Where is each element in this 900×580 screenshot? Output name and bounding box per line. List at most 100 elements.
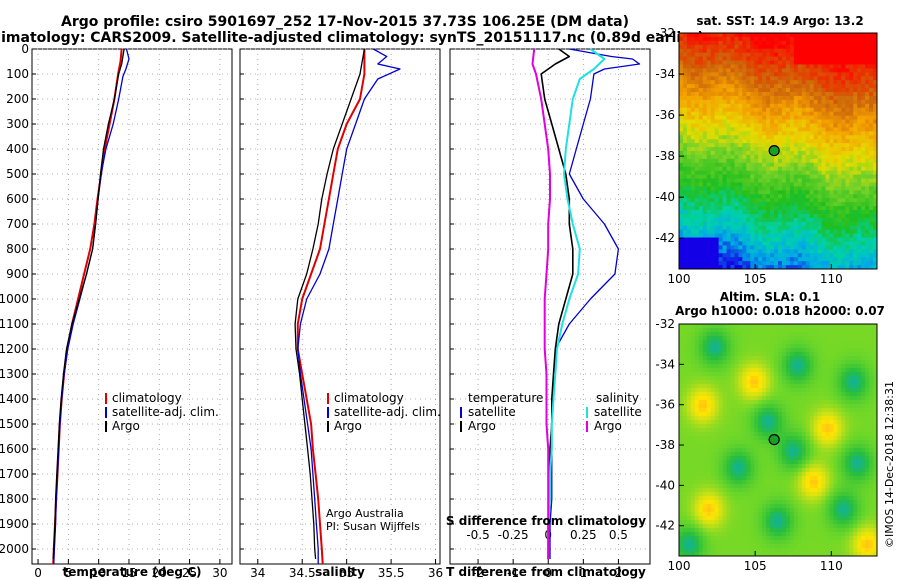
map-cell bbox=[789, 60, 795, 65]
map-cell bbox=[686, 380, 692, 385]
map-cell bbox=[750, 237, 755, 242]
map-cell bbox=[694, 356, 700, 361]
map-cell bbox=[758, 233, 763, 238]
map-cell bbox=[734, 52, 739, 57]
map-cell bbox=[774, 229, 779, 234]
map-cell bbox=[861, 174, 866, 179]
map-cell bbox=[845, 448, 850, 453]
map-cell bbox=[797, 388, 803, 393]
map-cell bbox=[809, 241, 815, 246]
map-cell bbox=[679, 420, 684, 425]
map-cell bbox=[770, 416, 775, 421]
map-cell bbox=[686, 444, 692, 449]
map-cell bbox=[837, 84, 842, 89]
map-cell bbox=[849, 162, 854, 168]
map-cell bbox=[797, 328, 803, 333]
map-cell bbox=[742, 360, 747, 365]
map-cell bbox=[722, 452, 727, 457]
map-cell bbox=[849, 36, 854, 42]
map-cell bbox=[778, 166, 783, 172]
map-cell bbox=[801, 99, 807, 105]
map-cell bbox=[793, 80, 799, 85]
map-cell bbox=[730, 348, 735, 353]
map-cell bbox=[762, 48, 767, 54]
map-cell bbox=[742, 217, 747, 223]
map-cell bbox=[730, 368, 735, 373]
map-cell bbox=[774, 139, 779, 144]
map-cell bbox=[809, 229, 815, 234]
map-cell bbox=[778, 241, 783, 246]
map-cell bbox=[690, 123, 696, 128]
map-cell bbox=[778, 229, 783, 234]
map-cell bbox=[762, 131, 767, 136]
difference-sub-xlabel: S difference from climatology bbox=[446, 514, 646, 528]
map-cell bbox=[754, 428, 759, 433]
map-cell bbox=[797, 261, 803, 266]
map-cell bbox=[694, 344, 700, 349]
map-cell bbox=[726, 360, 731, 365]
map-cell bbox=[710, 206, 716, 211]
map-cell bbox=[793, 237, 799, 242]
map-cell bbox=[801, 44, 807, 50]
map-cell bbox=[793, 352, 799, 357]
map-cell bbox=[833, 64, 838, 69]
map-cell bbox=[682, 182, 688, 187]
map-cell bbox=[825, 143, 830, 148]
map-cell bbox=[730, 356, 735, 361]
map-cell bbox=[861, 448, 866, 453]
map-cell bbox=[690, 456, 696, 461]
map-cell bbox=[841, 380, 846, 385]
map-cell bbox=[817, 178, 822, 183]
map-cell bbox=[706, 210, 712, 215]
map-cell bbox=[750, 68, 755, 73]
map-cell bbox=[813, 217, 818, 223]
map-cell bbox=[774, 396, 779, 401]
map-cell bbox=[849, 261, 854, 266]
map-cell bbox=[694, 360, 700, 365]
map-cell bbox=[706, 178, 712, 183]
map-cell bbox=[714, 210, 719, 215]
map-cell bbox=[813, 107, 818, 113]
map-cell bbox=[801, 456, 807, 461]
map-cell bbox=[702, 225, 708, 231]
map-cell bbox=[714, 135, 719, 140]
map-cell bbox=[778, 392, 783, 397]
map-cell bbox=[778, 158, 783, 164]
map-cell bbox=[805, 80, 811, 85]
map-cell bbox=[869, 432, 874, 437]
map-cell bbox=[694, 56, 700, 61]
map-cell bbox=[718, 356, 723, 361]
map-cell bbox=[706, 139, 712, 144]
map-cell bbox=[841, 190, 846, 195]
map-cell bbox=[738, 213, 743, 219]
map-cell bbox=[833, 151, 838, 156]
map-cell bbox=[726, 206, 731, 211]
map-cell bbox=[742, 261, 747, 266]
map-cell bbox=[762, 36, 767, 42]
map-cell bbox=[785, 206, 791, 211]
map-cell bbox=[861, 139, 866, 144]
map-cell bbox=[702, 229, 708, 234]
map-cell bbox=[726, 380, 731, 385]
map-cell bbox=[750, 380, 755, 385]
map-cell bbox=[750, 76, 755, 81]
map-cell bbox=[754, 80, 759, 85]
map-cell bbox=[778, 213, 783, 219]
map-cell bbox=[841, 44, 846, 50]
map-cell bbox=[865, 56, 870, 61]
map-cell bbox=[778, 396, 783, 401]
map-cell bbox=[837, 225, 842, 231]
map-cell bbox=[789, 340, 795, 345]
map-cell bbox=[857, 384, 862, 389]
map-cell bbox=[829, 392, 834, 397]
map-cell bbox=[821, 344, 826, 349]
map-cell bbox=[857, 127, 862, 132]
map-cell bbox=[797, 257, 803, 262]
map-cell bbox=[758, 202, 763, 207]
map-cell bbox=[686, 143, 692, 148]
map-cell bbox=[758, 60, 763, 65]
map-cell bbox=[805, 186, 811, 191]
map-cell bbox=[730, 324, 735, 329]
map-cell bbox=[682, 225, 688, 231]
map-cell bbox=[754, 368, 759, 373]
